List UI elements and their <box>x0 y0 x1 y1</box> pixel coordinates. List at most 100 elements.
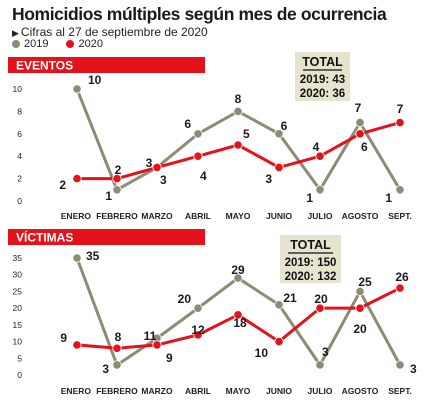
chart2-x-tick-sept: SEPT. <box>388 386 412 396</box>
chart2-y-tick-5: 5 <box>17 353 22 363</box>
chart1-data-label-2019-agosto: 7 <box>355 101 362 115</box>
chart1-x-tick-sept: SEPT. <box>388 211 412 221</box>
chart2-data-label-2020-mayo: 18 <box>233 316 247 330</box>
chart2-point-2020-junio <box>274 336 284 347</box>
chart1-x-tick-marzo: MARZO <box>141 211 173 221</box>
chart2-point-2019-junio <box>274 300 284 310</box>
chart1-total-line-1: 2019: 43 <box>300 74 345 86</box>
chart1-x-tick-enero: ENERO <box>61 211 92 221</box>
chart1-x-tick-agosto: AGOSTO <box>342 211 379 221</box>
chart2-point-2019-enero <box>72 253 82 263</box>
chart1-point-2020-junio <box>274 162 284 172</box>
chart1-data-label-2020-enero: 2 <box>59 178 66 192</box>
chart2-title: VÍCTIMAS <box>16 230 73 245</box>
chart1-x-tick-febrero: FEBRERO <box>96 211 138 221</box>
chart2-y-tick-0: 0 <box>17 370 22 380</box>
chart1-y-tick-10: 10 <box>13 84 23 94</box>
chart1-point-2019-julio <box>315 185 325 195</box>
chart2-data-label-2019-abril: 20 <box>178 292 192 306</box>
chart1-data-label-2020-abril: 4 <box>200 169 207 183</box>
chart2-total-box <box>280 235 341 283</box>
chart1-title-banner <box>8 57 205 73</box>
legend-marker-2020 <box>66 40 75 48</box>
chart2-point-2020-agosto <box>355 303 365 313</box>
chart2-total-line-1: 2019: 150 <box>285 257 337 269</box>
chart2-x-tick-abril: ABRIL <box>185 386 211 396</box>
subtitle-text: Cifras al 27 de septiembre de 2020 <box>20 25 208 39</box>
chart2-data-label-2020-enero: 9 <box>60 331 67 345</box>
chart2-point-2020-mayo <box>233 310 243 320</box>
chart2-data-label-2019-agosto: 25 <box>358 275 372 289</box>
chart1-y-tick-6: 6 <box>17 129 22 139</box>
chart1-y-tick-2: 2 <box>17 174 22 184</box>
chart1-data-label-2020-mayo: 5 <box>243 127 250 141</box>
chart2-point-2020-julio <box>315 303 325 313</box>
chart1-point-2019-enero <box>72 84 82 94</box>
chart2-x-tick-enero: ENERO <box>61 386 92 396</box>
chart2-data-label-2020-febrero: 8 <box>115 330 122 344</box>
chart2-y-tick-15: 15 <box>13 320 23 330</box>
chart-title: Homicidios múltiples según mes de ocurre… <box>12 4 387 24</box>
chart2-point-2020-marzo <box>152 340 162 350</box>
chart2-point-2019-mayo <box>233 273 243 283</box>
chart1-point-2019-sept <box>395 185 405 195</box>
chart2-x-tick-febrero: FEBRERO <box>96 386 138 396</box>
chart1-data-label-2019-febrero: 1 <box>105 189 112 203</box>
chart1-total-box <box>295 52 350 101</box>
chart2-point-2020-enero <box>72 340 82 350</box>
chart-panel-2: VÍCTIMAS 0 5 10 15 20 25 30 35 ENERO FEBRERO MARZO A… <box>8 229 417 396</box>
chart2-point-2020-sept <box>395 283 405 293</box>
chart1-y-tick-8: 8 <box>17 106 22 116</box>
chart2-data-label-2020-junio: 10 <box>255 346 269 360</box>
chart2-title-banner <box>8 229 205 245</box>
chart2-y-tick-20: 20 <box>13 303 23 313</box>
chart1-y-tick-4: 4 <box>17 151 22 161</box>
legend-item-2020: 2020 <box>66 38 103 50</box>
chart2-data-label-2019-junio: 21 <box>283 291 297 305</box>
chart2-data-label-2019-julio: 3 <box>322 345 329 359</box>
chart2-point-2019-abril <box>193 303 203 313</box>
chart2-data-label-2020-abril: 12 <box>191 323 205 337</box>
chart2-x-tick-mayo: MAYO <box>226 386 251 396</box>
chart2-data-label-2020-sept: 26 <box>395 270 409 284</box>
chart2-data-label-2020-agosto: 20 <box>353 322 367 336</box>
chart1-point-2019-junio <box>274 129 284 139</box>
chart1-data-label-2019-julio: 1 <box>306 191 313 205</box>
chart1-data-label-2019-marzo: 3 <box>160 173 167 187</box>
chart2-data-label-2019-mayo: 29 <box>231 263 245 277</box>
chart1-x-tick-julio: JULIO <box>307 211 332 221</box>
chart1-point-2019-febrero <box>112 185 122 195</box>
chart1-y-tick-0: 0 <box>17 196 22 206</box>
chart1-title: EVENTOS <box>16 59 73 73</box>
chart1-point-2020-abril <box>193 151 203 161</box>
chart2-y-tick-10: 10 <box>13 337 23 347</box>
chart-panel-1: EVENTOS 0 2 4 6 8 10 ENERO FEBRERO MARZO ABRIL MAYO… <box>8 52 412 221</box>
chart2-data-label-2020-marzo: 9 <box>166 351 173 365</box>
chart2-y-tick-30: 30 <box>13 270 23 280</box>
chart1-data-label-2020-febrero: 2 <box>115 163 122 177</box>
chart1-data-label-2020-sept: 7 <box>397 102 404 116</box>
triangle-icon: ▶ <box>12 28 19 38</box>
chart1-data-label-2019-junio: 6 <box>281 119 288 133</box>
chart2-point-2020-febrero <box>112 343 122 353</box>
chart1-total-heading: TOTAL <box>302 55 343 69</box>
legend-item-2019: 2019 <box>12 38 48 50</box>
chart1-point-2020-mayo <box>233 140 243 150</box>
chart2-x-tick-julio: JULIO <box>307 386 332 396</box>
chart-subtitle: ▶ Cifras al 27 de septiembre de 2020 <box>12 25 208 39</box>
legend-marker-2019 <box>12 40 20 48</box>
chart2-data-label-2019-sept: 3 <box>410 362 417 376</box>
chart2-point-2019-agosto <box>355 286 365 297</box>
chart1-point-2020-marzo <box>152 162 162 172</box>
chart1-point-2020-sept <box>395 118 405 128</box>
chart2-x-tick-marzo: MARZO <box>141 386 173 396</box>
chart1-data-label-2020-marzo: 3 <box>146 156 153 170</box>
chart1-point-2019-abril <box>193 129 203 139</box>
chart2-x-tick-junio: JUNIO <box>266 386 292 396</box>
chart1-data-label-2019-mayo: 8 <box>235 92 242 106</box>
chart2-x-tick-agosto: AGOSTO <box>342 386 379 396</box>
chart2-y-tick-25: 25 <box>13 286 23 296</box>
chart1-point-2020-enero <box>72 174 82 184</box>
chart2-total-line-2: 2020: 132 <box>285 271 337 283</box>
